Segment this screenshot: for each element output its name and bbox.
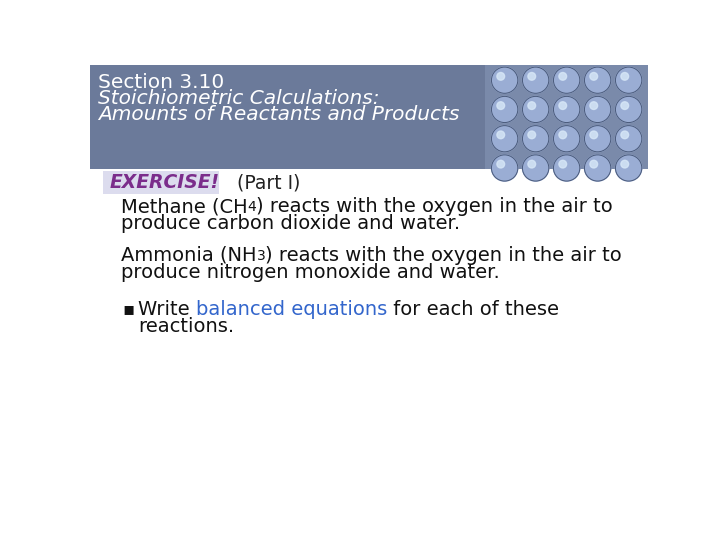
Text: for each of these: for each of these: [387, 300, 559, 319]
Circle shape: [497, 131, 505, 139]
Circle shape: [621, 160, 629, 168]
Text: produce carbon dioxide and water.: produce carbon dioxide and water.: [121, 214, 460, 233]
Circle shape: [528, 72, 536, 80]
Text: Methane (CH: Methane (CH: [121, 197, 248, 216]
Circle shape: [497, 102, 505, 110]
Circle shape: [559, 102, 567, 110]
Circle shape: [554, 96, 580, 123]
Circle shape: [528, 160, 536, 168]
Text: ) reacts with the oxygen in the air to: ) reacts with the oxygen in the air to: [265, 246, 622, 265]
Circle shape: [523, 67, 549, 93]
Circle shape: [590, 72, 598, 80]
FancyBboxPatch shape: [90, 168, 648, 481]
Circle shape: [559, 131, 567, 139]
Circle shape: [492, 67, 518, 93]
Text: Section 3.10: Section 3.10: [98, 73, 224, 92]
FancyBboxPatch shape: [90, 65, 485, 168]
Text: ) reacts with the oxygen in the air to: ) reacts with the oxygen in the air to: [256, 197, 613, 216]
Circle shape: [585, 155, 611, 181]
FancyBboxPatch shape: [103, 171, 220, 194]
Text: 3: 3: [256, 249, 265, 263]
Circle shape: [616, 96, 642, 123]
Circle shape: [559, 72, 567, 80]
Circle shape: [492, 155, 518, 181]
Circle shape: [590, 131, 598, 139]
Circle shape: [554, 126, 580, 152]
Circle shape: [528, 131, 536, 139]
Circle shape: [590, 102, 598, 110]
Text: Amounts of Reactants and Products: Amounts of Reactants and Products: [98, 105, 459, 124]
Text: Write: Write: [138, 300, 196, 319]
Text: reactions.: reactions.: [138, 316, 234, 335]
Circle shape: [585, 96, 611, 123]
Circle shape: [616, 155, 642, 181]
Circle shape: [585, 126, 611, 152]
Text: (Part I): (Part I): [238, 173, 301, 192]
Circle shape: [497, 72, 505, 80]
Circle shape: [616, 126, 642, 152]
Text: EXERCISE!: EXERCISE!: [109, 173, 220, 192]
Circle shape: [497, 160, 505, 168]
Text: 4: 4: [248, 200, 256, 214]
Circle shape: [492, 126, 518, 152]
Circle shape: [621, 102, 629, 110]
Circle shape: [559, 160, 567, 168]
Text: ▪: ▪: [122, 300, 135, 318]
Text: Stoichiometric Calculations:: Stoichiometric Calculations:: [98, 89, 379, 107]
Circle shape: [523, 126, 549, 152]
Circle shape: [616, 67, 642, 93]
Text: Ammonia (NH: Ammonia (NH: [121, 246, 256, 265]
Text: balanced equations: balanced equations: [196, 300, 387, 319]
Circle shape: [585, 67, 611, 93]
Circle shape: [554, 67, 580, 93]
Circle shape: [492, 96, 518, 123]
Circle shape: [621, 131, 629, 139]
Circle shape: [621, 72, 629, 80]
Circle shape: [554, 155, 580, 181]
Circle shape: [523, 155, 549, 181]
Text: produce nitrogen monoxide and water.: produce nitrogen monoxide and water.: [121, 262, 500, 282]
Circle shape: [523, 96, 549, 123]
Circle shape: [528, 102, 536, 110]
Circle shape: [590, 160, 598, 168]
FancyBboxPatch shape: [485, 65, 648, 168]
